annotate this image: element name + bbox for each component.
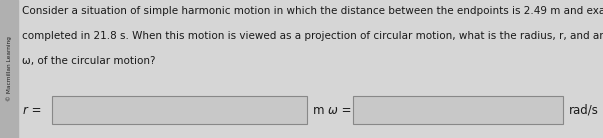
Text: Consider a situation of simple harmonic motion in which the distance between the: Consider a situation of simple harmonic … xyxy=(22,6,603,16)
Text: completed in 21.8 s. When this motion is viewed as a projection of circular moti: completed in 21.8 s. When this motion is… xyxy=(22,31,603,41)
Text: rad/s: rad/s xyxy=(569,104,599,116)
Bar xyxy=(0,0,18,138)
Text: r =: r = xyxy=(23,104,42,116)
Text: m: m xyxy=(313,104,324,116)
Text: ω =: ω = xyxy=(328,104,352,116)
Text: ω, of the circular motion?: ω, of the circular motion? xyxy=(22,56,156,66)
FancyBboxPatch shape xyxy=(353,96,563,124)
Text: © Macmillan Learning: © Macmillan Learning xyxy=(6,37,12,101)
FancyBboxPatch shape xyxy=(52,96,307,124)
